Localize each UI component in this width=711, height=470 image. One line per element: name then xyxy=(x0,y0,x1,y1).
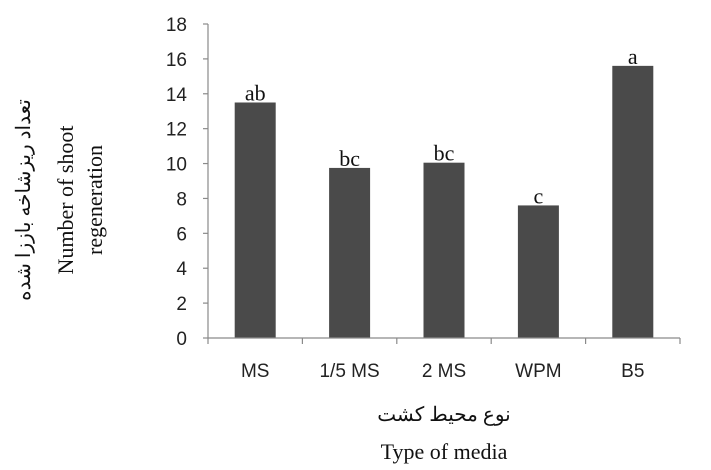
x-axis-title: Type of media xyxy=(381,439,508,464)
category-labels-group: MS 1/5 MS 2 MS WPM B5 xyxy=(241,361,644,382)
bar-significance-label: bc xyxy=(434,141,455,166)
y-axis-title-line-2: regeneration xyxy=(82,145,107,255)
bar-wpm xyxy=(517,205,559,338)
bar-2-ms xyxy=(423,162,465,338)
bar-significance-label: a xyxy=(628,44,638,69)
y-tick-label: 16 xyxy=(166,50,187,71)
y-tick-label: 10 xyxy=(166,155,187,176)
bar-significance-label: bc xyxy=(339,146,360,171)
y-tick-label: 0 xyxy=(176,329,187,350)
category-label: 2 MS xyxy=(422,361,466,382)
x-axis-ticks xyxy=(207,338,681,344)
category-label: 1/5 MS xyxy=(319,361,379,382)
bars-group xyxy=(234,65,654,338)
y-tick-label: 18 xyxy=(166,15,187,36)
bar-labels-group: ab bc bc c a xyxy=(245,44,638,209)
y-tick-label: 6 xyxy=(176,224,187,245)
y-axis-title-persian: تعداد ریزشاخه باززا شده xyxy=(13,99,35,301)
y-tick-label: 12 xyxy=(166,120,187,141)
y-tick-label: 8 xyxy=(176,189,187,210)
y-tick-label: 2 xyxy=(176,294,187,315)
bar-b5 xyxy=(612,65,654,338)
category-label: MS xyxy=(241,361,270,382)
y-axis-title-line-1: Number of shoot xyxy=(53,125,78,274)
y-tick-label: 4 xyxy=(176,259,187,280)
bar-ms xyxy=(234,102,276,338)
y-axis-ticks: 0 2 4 6 8 10 12 14 16 18 xyxy=(166,15,208,350)
bar-1-5-ms xyxy=(329,167,371,338)
bar-significance-label: c xyxy=(534,183,544,208)
category-label: WPM xyxy=(515,361,561,382)
category-label: B5 xyxy=(621,361,644,382)
bar-significance-label: ab xyxy=(245,81,266,106)
x-axis-title-persian: نوع محیط کشت xyxy=(377,404,510,426)
y-tick-label: 14 xyxy=(166,85,188,106)
